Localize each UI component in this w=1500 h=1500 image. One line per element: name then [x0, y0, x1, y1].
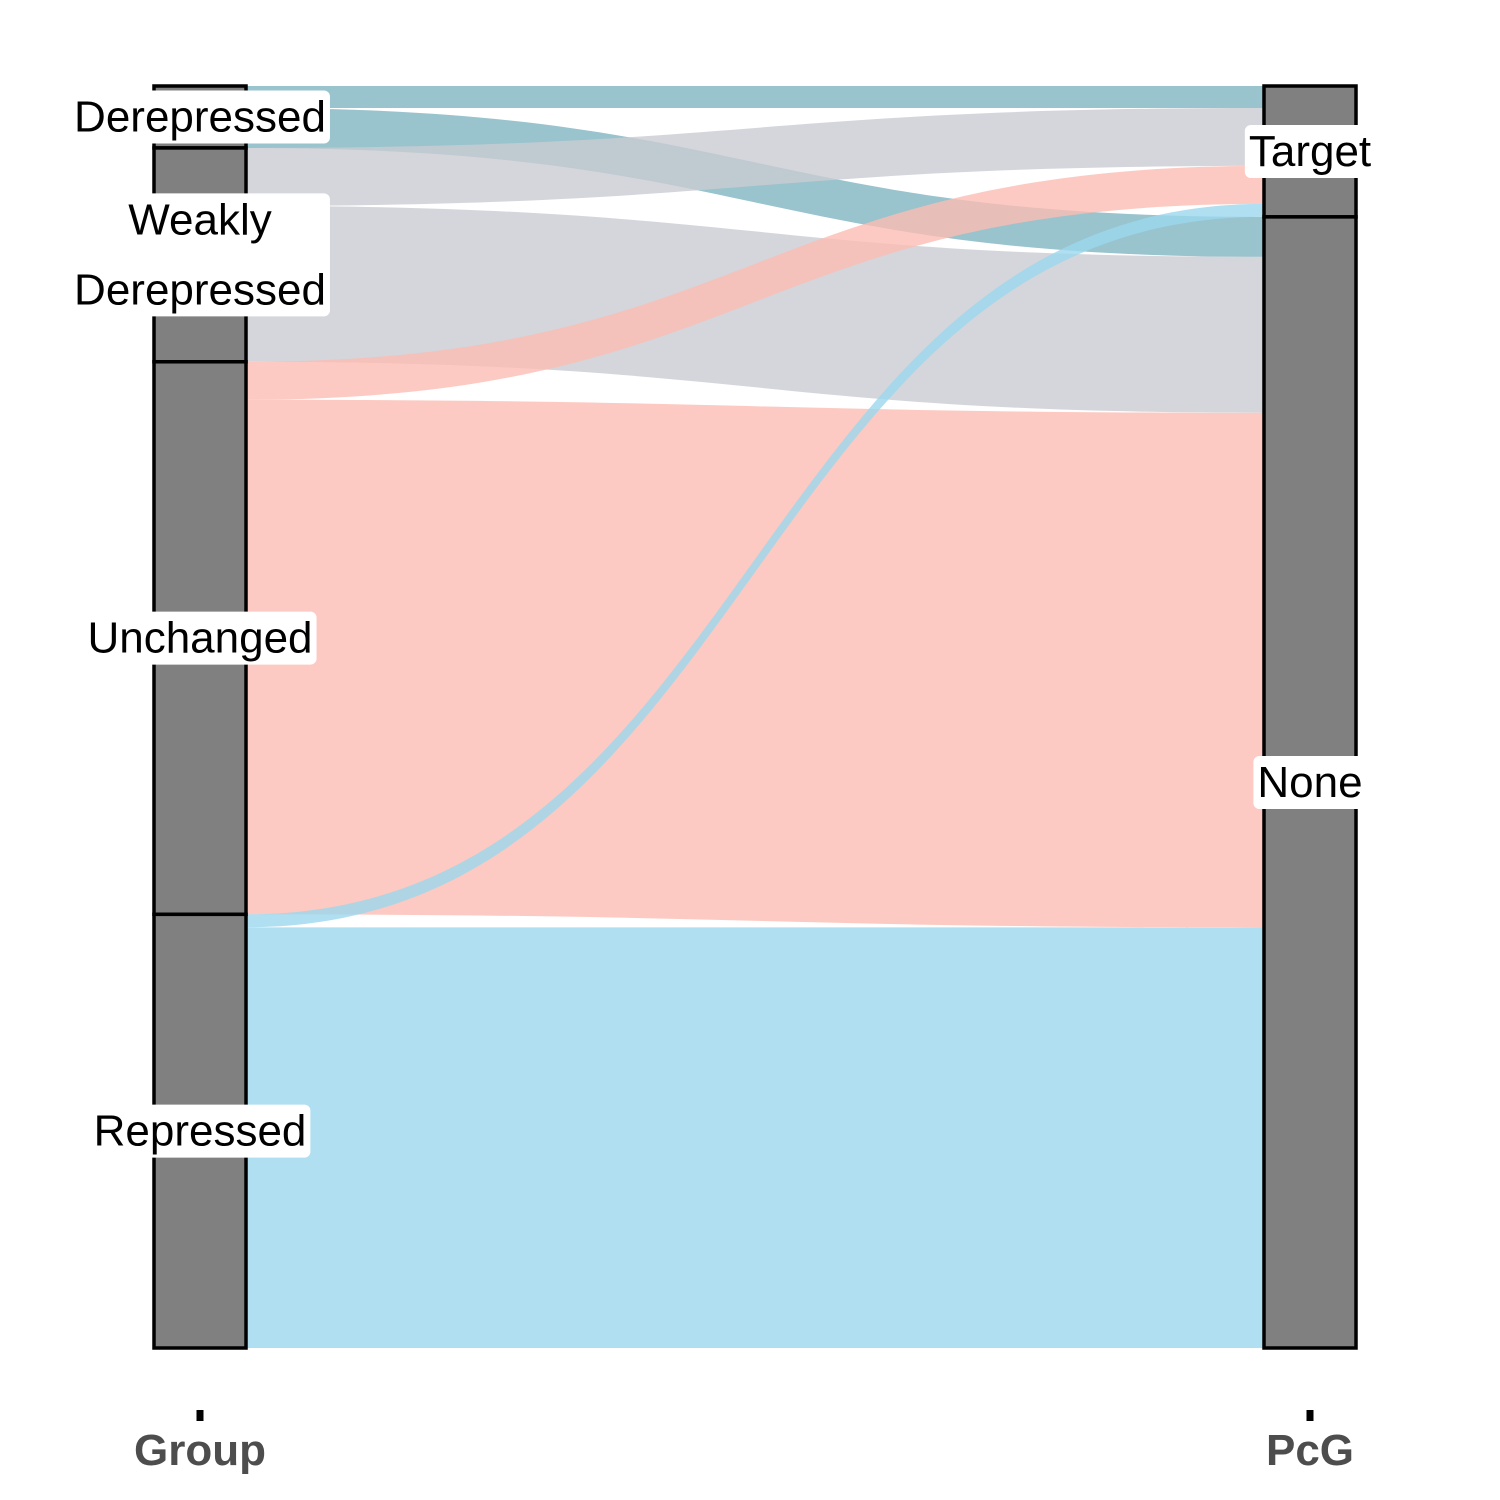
flows-layer — [246, 86, 1264, 1348]
label-background — [70, 193, 330, 317]
stratum-label-text: Derepressed — [74, 92, 326, 141]
stratum-label-text: Target — [1249, 127, 1371, 176]
label-background — [1253, 755, 1367, 809]
flow-repressed-to-none — [246, 927, 1264, 1348]
label-background — [70, 90, 330, 144]
labels-layer: Derepressed Weakly Derepressed Unchanged Rep… — [70, 90, 1376, 1158]
stratum-label-derepressed: Derepressed — [70, 90, 330, 144]
label-background — [89, 1104, 311, 1158]
axis-label-pcg: PcG — [1266, 1426, 1354, 1475]
stratum-label-repressed: Repressed — [89, 1104, 311, 1158]
stratum-label-weakly-derepressed: Weakly Derepressed — [70, 193, 330, 317]
flow-derepressed-to-target — [246, 86, 1264, 108]
label-background — [83, 611, 317, 665]
stratum-label-target: Target — [1244, 124, 1376, 178]
flow-unchanged-to-none — [246, 399, 1264, 928]
stratum-label-none: None — [1253, 755, 1367, 809]
stratum-label-text: Weakly Derepressed — [74, 195, 326, 314]
stratum-label-unchanged: Unchanged — [83, 611, 317, 665]
flow-unchanged-to-target — [246, 165, 1264, 400]
stratum-label-text: None — [1257, 758, 1362, 807]
label-background — [1244, 124, 1376, 178]
axis-label-group: Group — [134, 1426, 266, 1475]
stratum-label-text: Repressed — [94, 1107, 307, 1156]
stratum-label-text: Unchanged — [87, 614, 312, 663]
axis-layer: Group PcG — [134, 1410, 1354, 1475]
flow-weakly-derepressed-to-target — [246, 107, 1264, 206]
flow-repressed-to-target — [246, 203, 1264, 928]
